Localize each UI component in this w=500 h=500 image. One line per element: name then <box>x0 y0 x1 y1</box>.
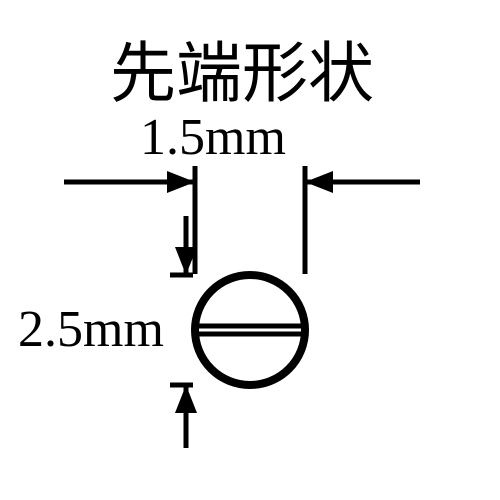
diagram-stage: 先端形状 1.5mm 2.5mm <box>0 0 500 500</box>
tip-shape-drawing <box>0 0 500 500</box>
